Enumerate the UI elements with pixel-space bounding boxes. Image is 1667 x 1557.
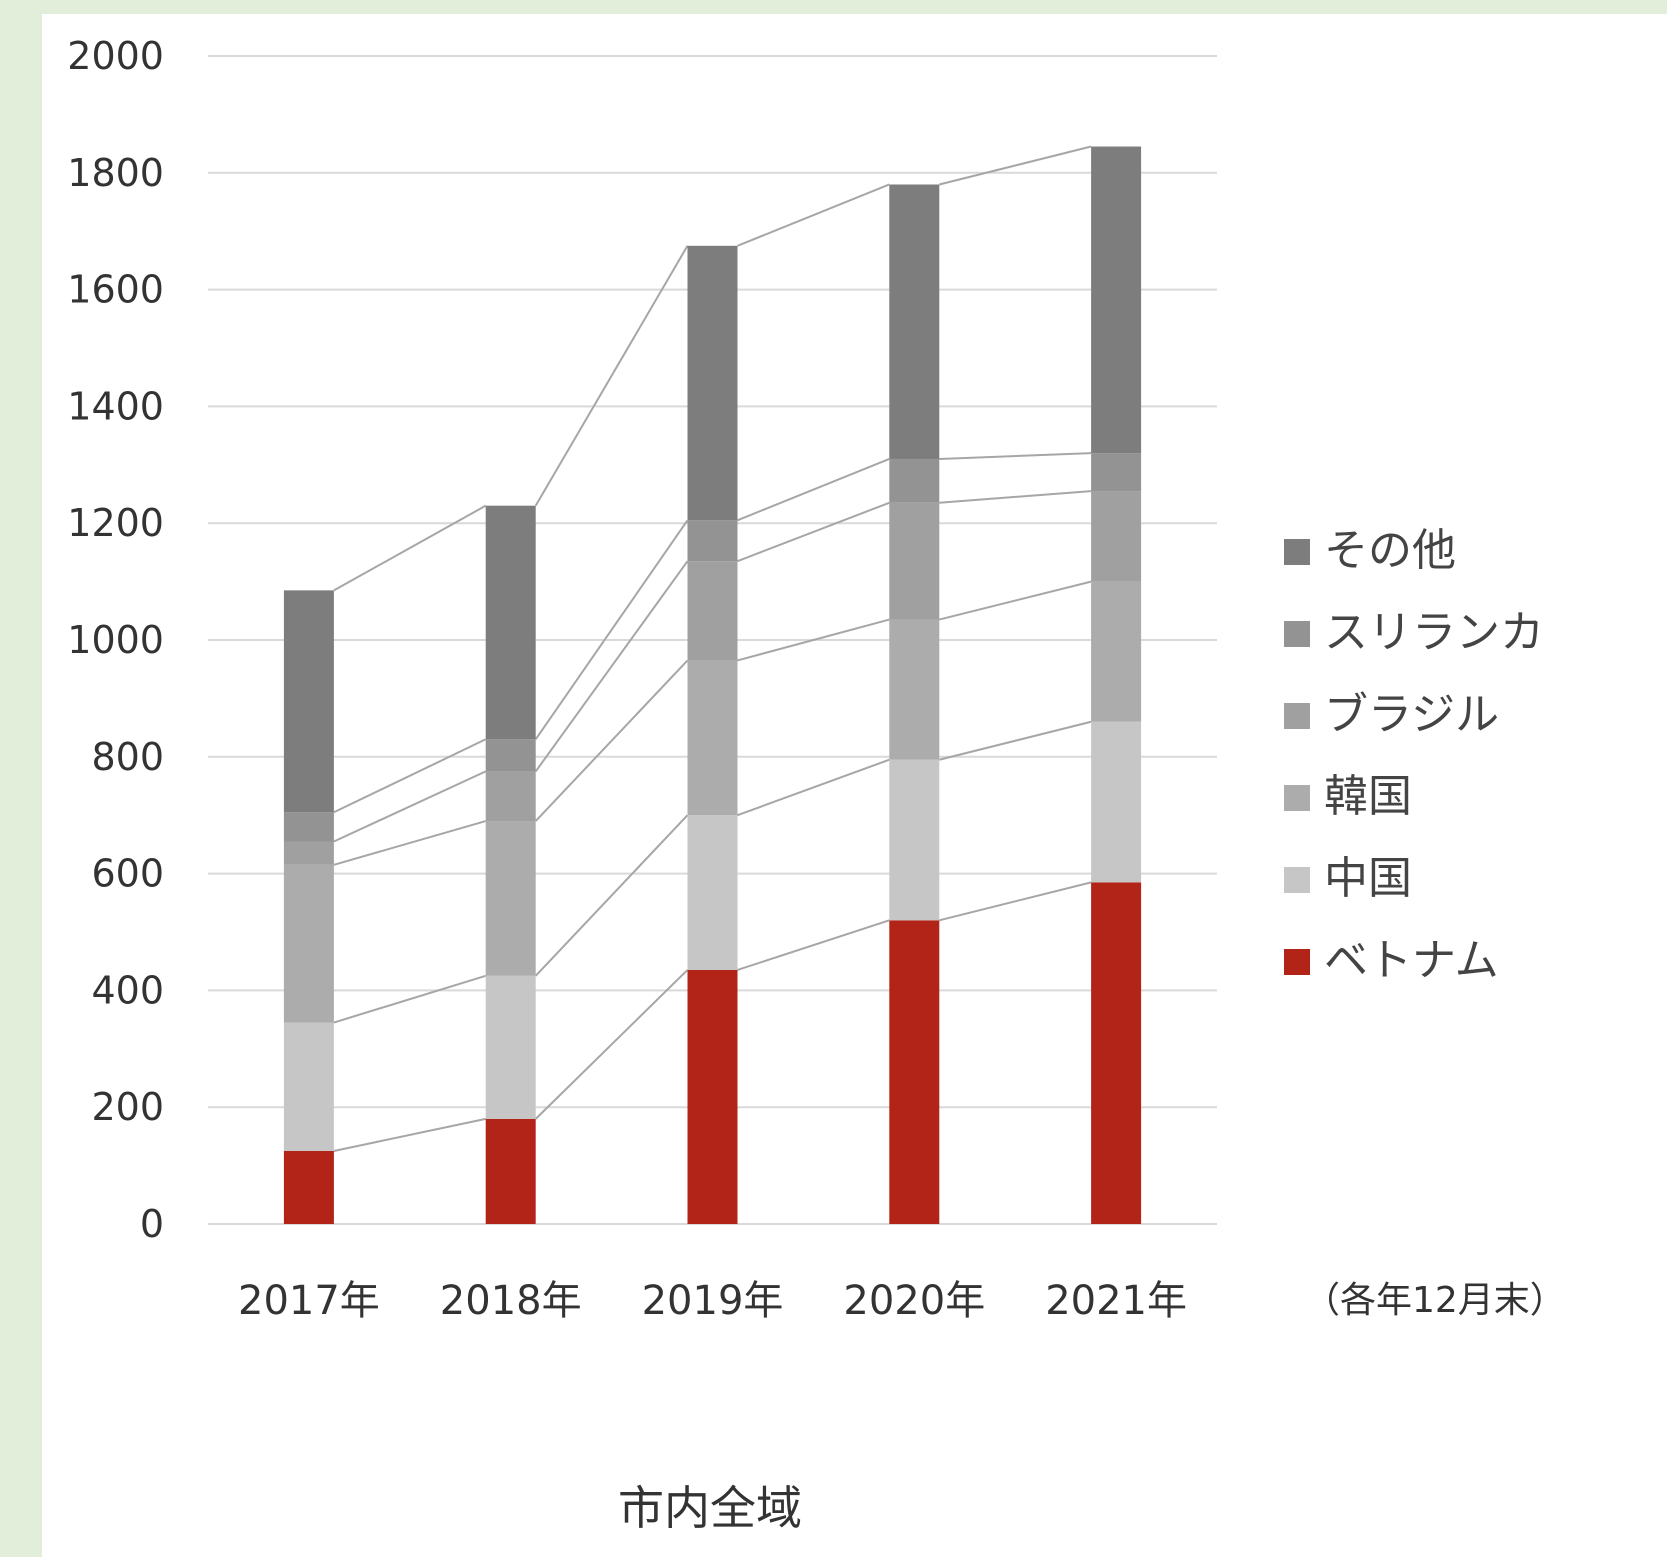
y-tick-label: 0 — [140, 1202, 164, 1246]
legend-swatch — [1284, 703, 1310, 729]
legend-label: ベトナム — [1324, 935, 1499, 986]
bar-segment — [687, 561, 738, 661]
bar-segment — [283, 1022, 334, 1151]
x-category-label: 2021年 — [1045, 1278, 1187, 1324]
series-connector-line — [939, 490, 1092, 504]
x-category-label: 2017年 — [238, 1278, 380, 1324]
series-connector-line — [534, 969, 689, 1120]
bar-segment — [283, 841, 334, 865]
legend-label: スリランカ — [1324, 607, 1544, 658]
series-connector-line — [534, 560, 689, 772]
bar-segment — [687, 245, 738, 521]
y-tick-label: 200 — [91, 1085, 164, 1129]
stacked-bar-chart: 0 200 400 600 800 1000 1200 1400 1600 1800 2000 20… — [67, 34, 1566, 1535]
series-connector-lines — [333, 145, 1092, 1152]
bar-segment — [283, 1151, 334, 1224]
bar-segment — [283, 812, 334, 842]
series-connector-line — [737, 183, 890, 247]
series-connector-line — [333, 770, 487, 843]
legend-swatch — [1284, 949, 1310, 975]
x-category-label: 2019年 — [642, 1278, 784, 1324]
legend-swatch — [1284, 867, 1310, 893]
y-tick-label: 1400 — [67, 384, 164, 428]
bar-segment — [889, 920, 940, 1224]
series-connector-line — [534, 519, 689, 740]
legend-label: 韓国 — [1324, 771, 1412, 822]
series-connector-line — [333, 1117, 486, 1152]
series-connector-line — [939, 881, 1092, 922]
legend-label: その他 — [1324, 525, 1456, 576]
series-connector-line — [737, 758, 890, 817]
bar-segment — [283, 590, 334, 813]
bar-segment — [687, 660, 738, 816]
y-tick-label: 1600 — [67, 268, 164, 312]
series-connector-line — [939, 720, 1092, 761]
legend-label: 中国 — [1324, 853, 1412, 904]
chart-caption: 市内全域 — [618, 1481, 802, 1535]
series-connector-line — [333, 820, 486, 866]
series-connector-line — [939, 145, 1092, 186]
chart-frame: 0 200 400 600 800 1000 1200 1400 1600 1800 2000 20… — [42, 14, 1667, 1557]
bar-segment — [687, 520, 738, 562]
y-axis-tick-labels: 0 200 400 600 800 1000 1200 1400 1600 1800 2000 — [67, 34, 164, 1246]
y-tick-label: 1200 — [67, 501, 164, 545]
bar-segment — [485, 975, 536, 1119]
series-connector-line — [737, 919, 890, 971]
bar-segment — [485, 739, 536, 772]
bar-segment — [283, 864, 334, 1023]
bar-segment — [485, 771, 536, 822]
legend-swatch — [1284, 621, 1310, 647]
y-tick-label: 400 — [91, 968, 164, 1012]
y-tick-label: 2000 — [67, 34, 164, 78]
bar-segment — [1091, 453, 1142, 492]
bar-segment — [889, 502, 940, 620]
series-connector-line — [534, 659, 689, 822]
bar-segment — [1091, 581, 1142, 722]
bar-segment — [889, 458, 940, 503]
bar-segment — [889, 759, 940, 921]
period-note: （各年12月末） — [1304, 1280, 1566, 1321]
series-connector-line — [737, 458, 890, 522]
y-tick-label: 600 — [91, 852, 164, 896]
bars — [283, 146, 1142, 1224]
y-tick-label: 1800 — [67, 151, 164, 195]
series-connector-line — [939, 580, 1092, 621]
series-connector-line — [333, 974, 486, 1024]
bar-segment — [1091, 721, 1142, 883]
bar-segment — [485, 505, 536, 740]
bar-segment — [889, 619, 940, 760]
legend-label: ブラジル — [1324, 689, 1499, 740]
series-connector-line — [939, 452, 1092, 460]
bar-segment — [889, 184, 940, 459]
bar-segment — [1091, 491, 1142, 582]
x-category-label: 2018年 — [440, 1278, 582, 1324]
y-tick-label: 800 — [91, 735, 164, 779]
bar-segment — [1091, 882, 1142, 1224]
bar-segment — [687, 815, 738, 970]
x-axis-category-labels: 2017年 2018年 2019年 2020年 2021年 — [238, 1278, 1187, 1324]
bar-segment — [485, 821, 536, 976]
bar-segment — [485, 1118, 536, 1224]
x-category-label: 2020年 — [843, 1278, 985, 1324]
series-connector-line — [534, 245, 689, 507]
bar-segment — [1091, 146, 1142, 454]
series-connector-line — [534, 814, 689, 977]
legend-swatch — [1284, 785, 1310, 811]
series-connector-line — [737, 501, 890, 563]
series-connector-line — [333, 738, 487, 814]
y-tick-label: 1000 — [67, 618, 164, 662]
series-connector-line — [737, 618, 890, 662]
legend-swatch — [1284, 539, 1310, 565]
bar-segment — [687, 969, 738, 1224]
series-connector-line — [333, 504, 487, 592]
